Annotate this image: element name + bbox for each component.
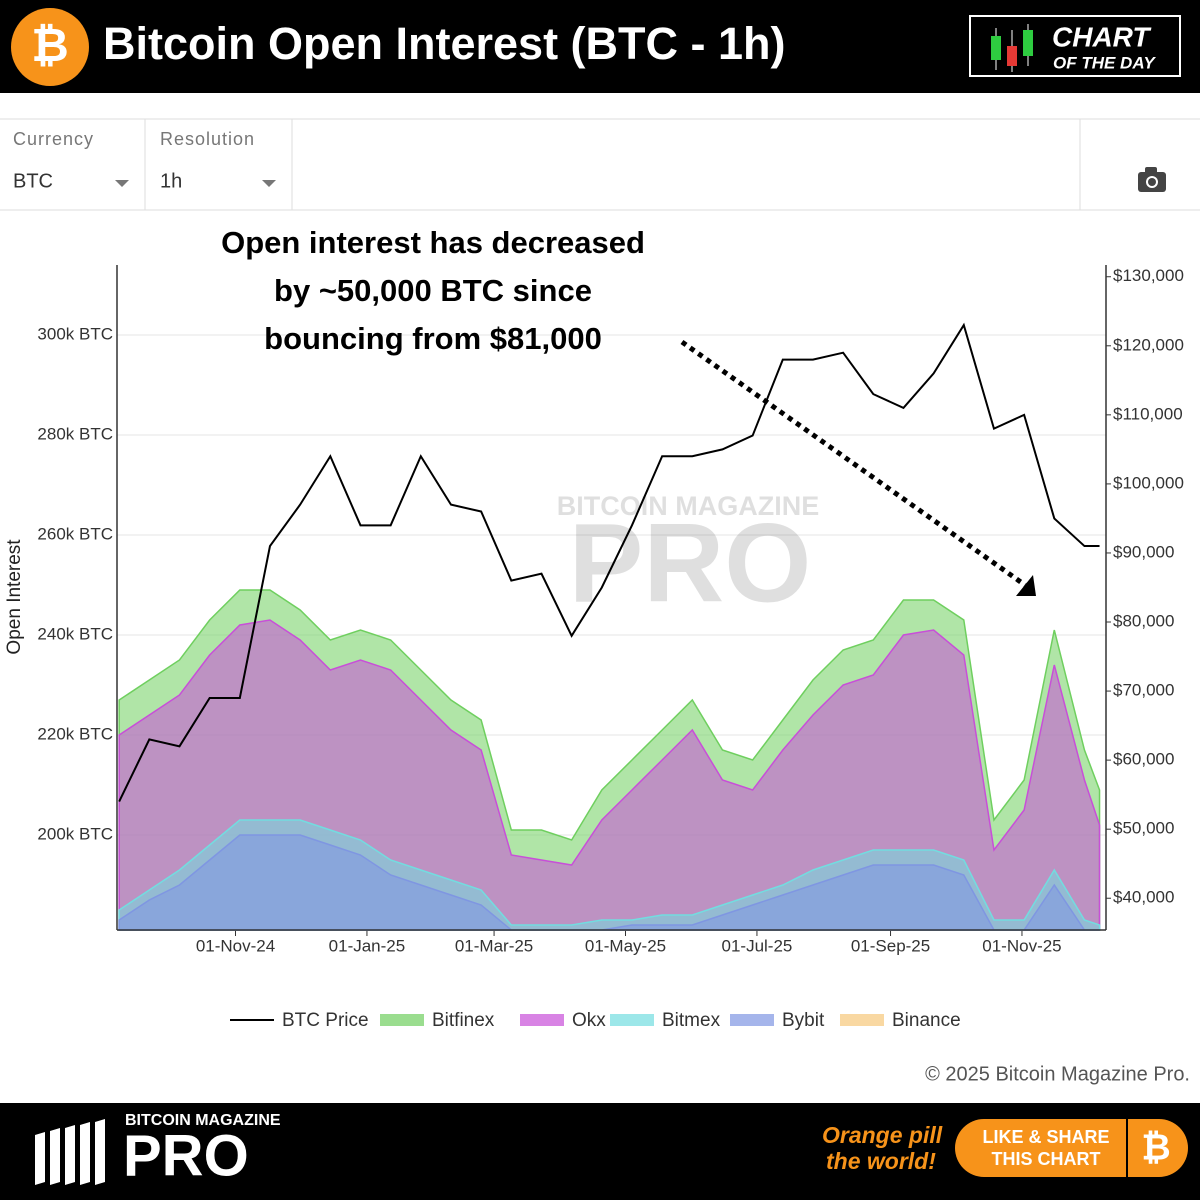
control-value[interactable]: 1h: [160, 170, 182, 192]
y-tick-label: 260k BTC: [37, 524, 113, 543]
y2-tick-label: $100,000: [1113, 473, 1184, 492]
legend-item[interactable]: Bitmex: [610, 1010, 721, 1031]
y2-tick-label: $90,000: [1113, 542, 1174, 561]
x-tick-label: 01-Nov-24: [196, 936, 275, 955]
y2-tick-label: $120,000: [1113, 335, 1184, 354]
bitcoin-icon: [11, 8, 89, 86]
legend-label: Bitmex: [662, 1010, 721, 1031]
control-label: Currency: [13, 129, 94, 149]
legend-item[interactable]: Okx: [520, 1010, 606, 1031]
icon-glyph: ₿: [31, 19, 69, 71]
legend-label: Okx: [572, 1010, 606, 1031]
annotation: bouncing from $81,000: [264, 321, 602, 356]
plot: 200k BTC 220k BTC 240k BTC 260k BTC 280k BTC…: [4, 225, 1190, 1085]
legend-swatch: [380, 1014, 424, 1026]
legend-swatch: [730, 1014, 774, 1026]
watermark: PRO: [569, 501, 812, 626]
slogan: the world!: [826, 1148, 936, 1174]
legend-swatch: [840, 1014, 884, 1026]
legend-label: Bitfinex: [432, 1010, 495, 1031]
annotation-arrow: [680, 339, 1027, 588]
y-tick-label: 240k BTC: [37, 624, 113, 643]
legend-swatch: [610, 1014, 654, 1026]
y-tick-label: 220k BTC: [37, 724, 113, 743]
x-tick-label: 01-Mar-25: [455, 936, 533, 955]
y2-tick-label: $80,000: [1113, 611, 1174, 630]
button-text[interactable]: THIS CHART: [992, 1149, 1101, 1169]
legend-label: BTC Price: [282, 1010, 369, 1031]
y-axis-label: Open Interest: [4, 539, 25, 655]
camera-button[interactable]: [1138, 167, 1166, 192]
x-tick-label: 01-May-25: [585, 936, 666, 955]
share-button[interactable]: [955, 1119, 1188, 1177]
y-tick-label: 280k BTC: [37, 424, 113, 443]
annotation: Open interest has decreased: [221, 225, 645, 260]
y-tick-label: 200k BTC: [37, 824, 113, 843]
badge: [969, 15, 1181, 77]
button-icon[interactable]: ₿: [1141, 1127, 1170, 1168]
badge-text: CHART: [1052, 21, 1152, 52]
watermark: BITCOIN MAGAZINE: [557, 491, 820, 521]
candles-icon: [991, 24, 1033, 72]
y2-tick-label: $50,000: [1113, 819, 1174, 838]
y2-tick-label: $110,000: [1113, 404, 1183, 423]
x-tick-label: 01-Jul-25: [722, 936, 793, 955]
price-line: [118, 322, 1100, 802]
dropdown-arrow[interactable]: [262, 180, 276, 187]
legend-label: Bybit: [782, 1010, 825, 1031]
y2-tick-label: $40,000: [1113, 888, 1174, 907]
copyright: © 2025 Bitcoin Magazine Pro.: [925, 1063, 1190, 1085]
arrow-head: [1016, 575, 1036, 596]
annotation: by ~50,000 BTC since: [274, 273, 592, 308]
x-tick-label: 01-Jan-25: [329, 936, 406, 955]
y2-tick-label: $130,000: [1113, 266, 1184, 285]
y2-tick-label: $70,000: [1113, 681, 1174, 700]
button-text[interactable]: LIKE & SHARE: [982, 1127, 1109, 1147]
legend-item[interactable]: Binance: [840, 1010, 961, 1031]
x-tick-label: 01-Nov-25: [982, 936, 1061, 955]
brand-logo: [35, 1119, 105, 1185]
legend-swatch: [520, 1014, 564, 1026]
brand-text: PRO: [123, 1123, 249, 1188]
dropdown-arrow[interactable]: [115, 180, 129, 187]
control-value[interactable]: BTC: [13, 170, 53, 192]
legend-item[interactable]: BTC Price: [230, 1010, 369, 1031]
y2-tick-label: $60,000: [1113, 750, 1174, 769]
slogan: Orange pill: [822, 1122, 943, 1148]
badge-text: OF THE DAY: [1053, 53, 1156, 72]
control-label: Resolution: [160, 129, 255, 149]
y-tick-label: 300k BTC: [37, 324, 113, 343]
legend-label: Binance: [892, 1010, 961, 1031]
legend-item[interactable]: Bitfinex: [380, 1010, 495, 1031]
x-tick-label: 01-Sep-25: [851, 936, 930, 955]
controls: [0, 118, 1200, 211]
brand-text: BITCOIN MAGAZINE: [125, 1112, 281, 1129]
title: Bitcoin Open Interest (BTC - 1h): [103, 18, 786, 69]
legend-item[interactable]: Bybit: [730, 1010, 825, 1031]
